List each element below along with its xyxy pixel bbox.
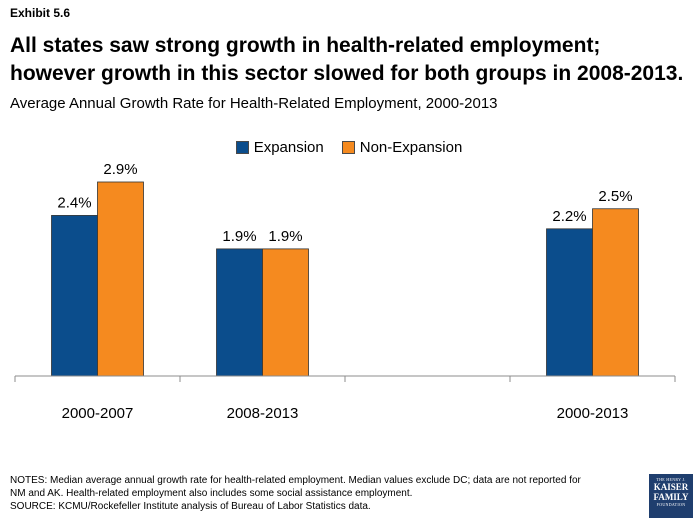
bar-expansion-1	[51, 215, 98, 377]
data-label-non-expansion-4: 2.5%	[598, 188, 632, 205]
chart-title: Average Annual Growth Rate for Health-Re…	[10, 95, 498, 112]
bar-non-expansion-2	[262, 248, 309, 377]
logo-line-1: THE HENRY J.	[656, 477, 686, 482]
x-tick-label-2: 2008-2013	[227, 405, 299, 422]
data-label-expansion-4: 2.2%	[552, 208, 586, 225]
legend-item-non-expansion: Non-Expansion	[341, 139, 463, 156]
legend-label-expansion: Expansion	[253, 139, 324, 156]
legend: Expansion Non-Expansion	[0, 139, 698, 156]
data-label-expansion-2: 1.9%	[222, 228, 256, 245]
bar-expansion-4	[546, 228, 593, 377]
legend-swatch-expansion	[235, 141, 249, 154]
data-label-non-expansion-1: 2.9%	[103, 161, 137, 178]
x-tick-label-4: 2000-2013	[557, 405, 629, 422]
legend-label-non-expansion: Non-Expansion	[359, 139, 463, 156]
data-label-non-expansion-2: 1.9%	[268, 228, 302, 245]
bar-non-expansion-1	[97, 181, 144, 377]
logo-line-4: FOUNDATION	[656, 502, 686, 507]
source-line: SOURCE: KCMU/Rockefeller Institute analy…	[10, 501, 371, 512]
notes: NOTES: Median average annual growth rate…	[10, 474, 630, 513]
exhibit-label: Exhibit 5.6	[10, 6, 71, 20]
logo-line-3: FAMILY	[653, 492, 689, 502]
bar-expansion-2	[216, 248, 263, 377]
bar-non-expansion-4	[592, 208, 639, 377]
legend-item-expansion: Expansion	[235, 139, 324, 156]
logo-line-2: KAISER	[653, 482, 689, 492]
notes-line-1: NOTES: Median average annual growth rate…	[10, 475, 581, 486]
x-tick-label-1: 2000-2007	[62, 405, 134, 422]
legend-swatch-non-expansion	[341, 141, 355, 154]
data-label-expansion-1: 2.4%	[57, 194, 91, 211]
headline: All states saw strong growth in health-r…	[10, 34, 684, 85]
notes-line-2: NM and AK. Health-related employment als…	[10, 488, 413, 499]
kff-logo: THE HENRY J. KAISER FAMILY FOUNDATION	[649, 474, 693, 518]
